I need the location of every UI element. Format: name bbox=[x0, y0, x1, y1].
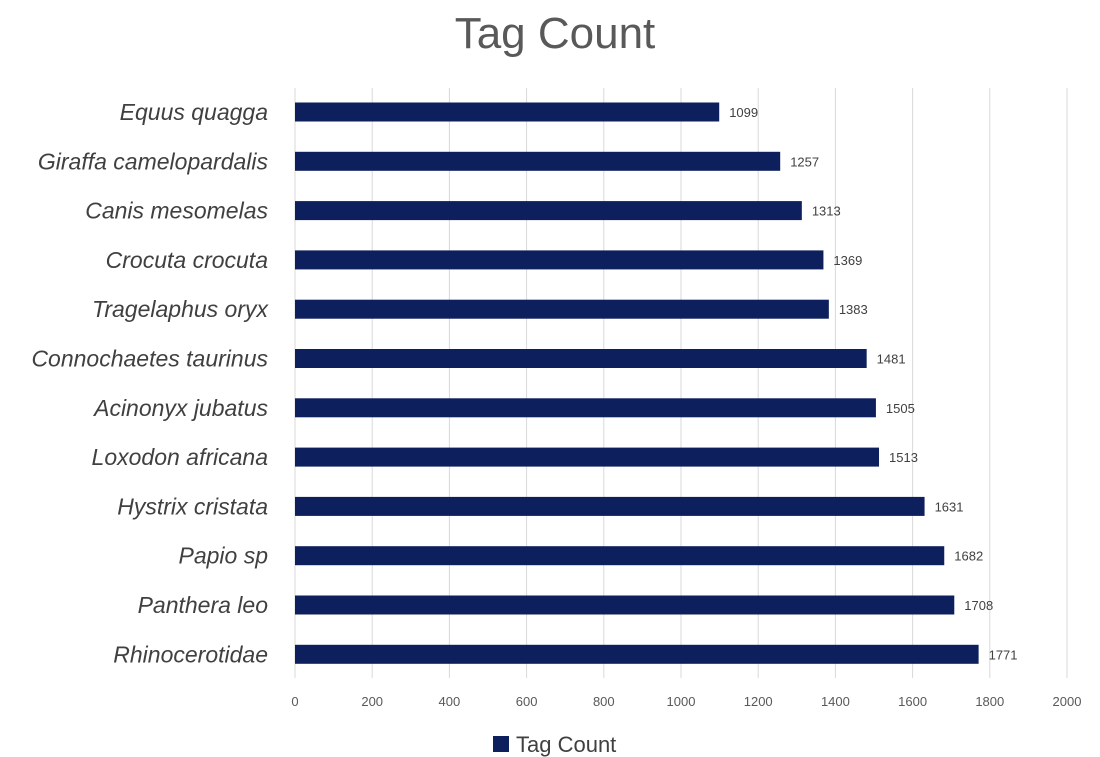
category-label: Crocuta crocuta bbox=[106, 247, 268, 273]
category-label: Giraffa camelopardalis bbox=[38, 148, 269, 174]
legend: Tag Count bbox=[493, 732, 616, 757]
data-label: 1099 bbox=[729, 105, 758, 120]
x-tick-label: 600 bbox=[516, 694, 538, 709]
x-tick-label: 200 bbox=[361, 694, 383, 709]
bar bbox=[295, 398, 876, 418]
x-tick-label: 1400 bbox=[821, 694, 850, 709]
x-tick-label: 400 bbox=[439, 694, 461, 709]
bar bbox=[295, 546, 945, 566]
data-label: 1682 bbox=[954, 549, 983, 564]
data-label: 1513 bbox=[889, 450, 918, 465]
chart-title: Tag Count bbox=[455, 9, 656, 58]
x-tick-label: 1000 bbox=[667, 694, 696, 709]
bar bbox=[295, 102, 720, 122]
gridlines bbox=[294, 88, 1068, 678]
data-label: 1257 bbox=[790, 154, 819, 169]
bar bbox=[295, 595, 955, 615]
x-tick-label: 800 bbox=[593, 694, 615, 709]
data-label: 1708 bbox=[964, 598, 993, 613]
data-label: 1369 bbox=[833, 253, 862, 268]
category-label: Connochaetes taurinus bbox=[31, 346, 268, 372]
bars bbox=[295, 102, 979, 664]
category-label: Hystrix cristata bbox=[117, 493, 268, 519]
legend-swatch bbox=[493, 736, 509, 752]
legend-label: Tag Count bbox=[516, 732, 616, 757]
category-labels: Equus quagga Giraffa camelopardalis Canis … bbox=[31, 99, 269, 667]
data-label: 1631 bbox=[935, 499, 964, 514]
x-tick-label: 1800 bbox=[975, 694, 1004, 709]
data-labels: 1099 1257 1313 1369 1383 1481 1505 1513 1631 1682… bbox=[729, 105, 1017, 662]
x-tick-label: 1200 bbox=[744, 694, 773, 709]
category-label: Rhinocerotidae bbox=[113, 641, 268, 667]
data-label: 1505 bbox=[886, 401, 915, 416]
category-label: Panthera leo bbox=[138, 592, 269, 618]
data-label: 1771 bbox=[989, 647, 1018, 662]
category-label: Papio sp bbox=[178, 543, 268, 569]
bar bbox=[295, 447, 880, 467]
bar bbox=[295, 644, 979, 664]
x-tick-label: 0 bbox=[291, 694, 298, 709]
category-label: Equus quagga bbox=[120, 99, 268, 125]
data-label: 1383 bbox=[839, 302, 868, 317]
category-label: Acinonyx jubatus bbox=[92, 395, 268, 421]
category-label: Canis mesomelas bbox=[85, 198, 268, 224]
data-label: 1481 bbox=[877, 352, 906, 367]
x-axis-tick-labels: 0 200 400 600 800 1000 1200 1400 1600 1800 2000 bbox=[291, 694, 1081, 709]
bar bbox=[295, 349, 867, 368]
x-tick-label: 2000 bbox=[1053, 694, 1082, 709]
bar bbox=[295, 496, 925, 516]
bar bbox=[295, 250, 824, 270]
bar bbox=[295, 299, 829, 319]
category-label: Tragelaphus oryx bbox=[92, 296, 269, 322]
data-label: 1313 bbox=[812, 204, 841, 219]
bar bbox=[295, 201, 802, 221]
bar bbox=[295, 151, 781, 171]
x-tick-label: 1600 bbox=[898, 694, 927, 709]
category-label: Loxodon africana bbox=[92, 444, 268, 470]
